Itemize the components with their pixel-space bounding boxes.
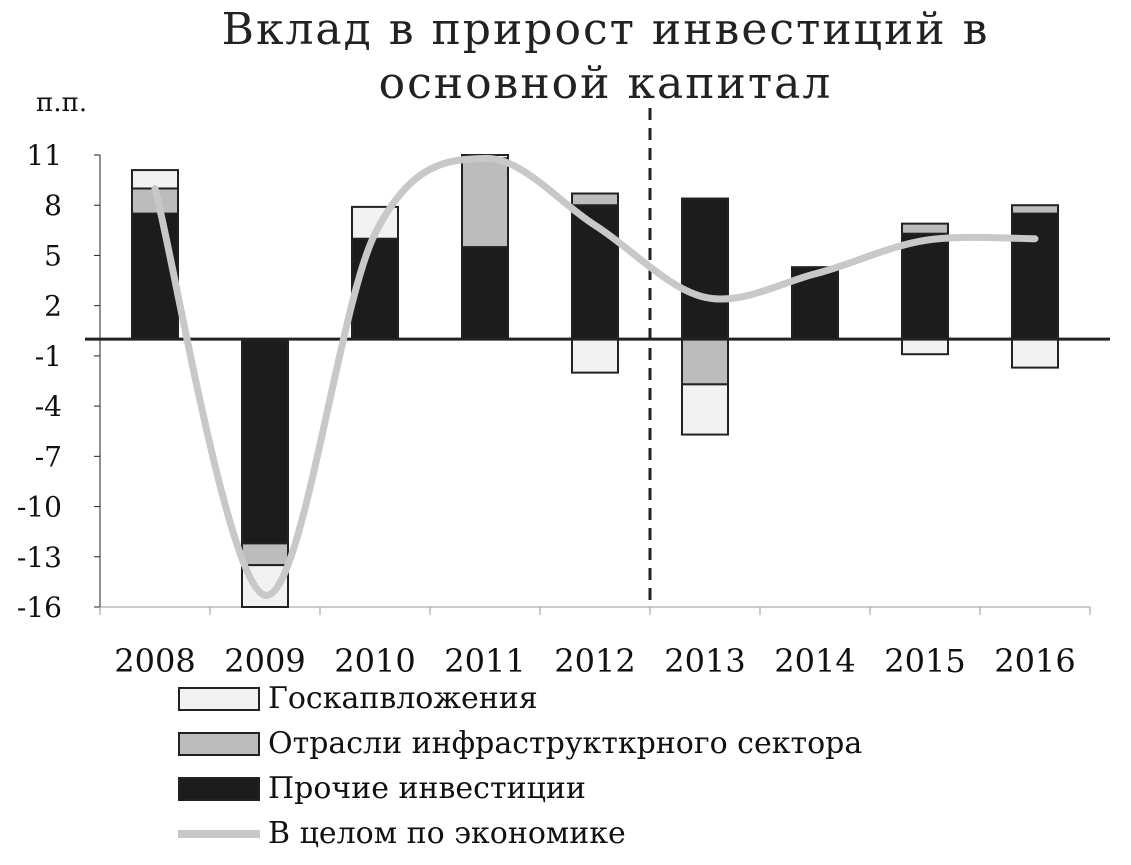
x-tick-label: 2010 bbox=[334, 642, 415, 680]
y-tick-label: -1 bbox=[35, 340, 62, 373]
legend: Госкапвложения Отрасли инфраструкткрного… bbox=[178, 676, 862, 856]
total-point-2008 bbox=[152, 185, 158, 192]
y-tick-label: 11 bbox=[26, 139, 62, 172]
x-tick-label: 2014 bbox=[774, 642, 855, 680]
legend-swatch-infra bbox=[178, 731, 260, 756]
x-tick-label: 2015 bbox=[884, 642, 965, 680]
bar-gov-2013 bbox=[681, 383, 729, 436]
bar-infra-2016 bbox=[1011, 204, 1059, 215]
legend-item-infra: Отрасли инфраструкткрного сектора bbox=[178, 721, 862, 766]
x-tick-label: 2011 bbox=[444, 642, 525, 680]
legend-label-infra: Отрасли инфраструкткрного сектора bbox=[268, 726, 863, 761]
total-point-2011 bbox=[482, 155, 488, 162]
total-point-2014 bbox=[812, 270, 818, 277]
x-tick-label: 2009 bbox=[224, 642, 305, 680]
y-tick-label: 8 bbox=[44, 189, 62, 222]
x-tick-label: 2008 bbox=[114, 642, 195, 680]
legend-item-gov: Госкапвложения bbox=[178, 676, 862, 721]
total-point-2016 bbox=[1032, 235, 1038, 242]
y-tick-label: -10 bbox=[17, 491, 62, 524]
total-point-2013 bbox=[702, 294, 708, 301]
legend-swatch-gov bbox=[178, 686, 260, 711]
y-tick-label: 2 bbox=[44, 290, 62, 323]
legend-swatch-other bbox=[178, 776, 260, 801]
legend-label-other: Прочие инвестиции bbox=[268, 771, 586, 806]
legend-label-total: В целом по экономике bbox=[268, 816, 626, 851]
legend-label-gov: Госкапвложения bbox=[268, 681, 538, 716]
bar-gov-2015 bbox=[901, 338, 949, 356]
legend-item-other: Прочие инвестиции bbox=[178, 766, 862, 811]
bar-other-2015 bbox=[901, 232, 949, 341]
total-line bbox=[151, 154, 1039, 599]
bar-infra-2012 bbox=[571, 192, 619, 207]
bar-other-2013 bbox=[681, 197, 729, 341]
bar-infra-2015 bbox=[901, 222, 949, 235]
bar-other-2008 bbox=[131, 212, 179, 341]
total-point-2009 bbox=[262, 592, 268, 599]
chart-title-line-2: основной капитал bbox=[378, 58, 833, 109]
bar-other-2016 bbox=[1011, 212, 1059, 341]
y-tick-label: -13 bbox=[17, 541, 62, 574]
bar-gov-2016 bbox=[1011, 338, 1059, 369]
y-tick-label: -16 bbox=[17, 591, 62, 624]
chart-title-line-1: Вклад в прирост инвестиций в bbox=[221, 4, 990, 55]
total-point-2015 bbox=[922, 237, 928, 244]
total-point-2012 bbox=[592, 222, 598, 229]
legend-item-total: В целом по экономике bbox=[178, 811, 862, 856]
y-axis-label: п.п. bbox=[36, 88, 88, 118]
bar-other-2009 bbox=[241, 338, 289, 545]
bar-other-2011 bbox=[461, 246, 509, 341]
x-tick-label: 2012 bbox=[554, 642, 635, 680]
bar-gov-2012 bbox=[571, 338, 619, 374]
total-point-2010 bbox=[372, 230, 378, 237]
y-tick-label: -4 bbox=[35, 390, 62, 423]
bar-infra-2009 bbox=[241, 542, 289, 567]
y-tick-label: -7 bbox=[35, 440, 62, 473]
legend-swatch-total bbox=[178, 829, 260, 838]
bar-infra-2013 bbox=[681, 338, 729, 386]
x-tick-label: 2016 bbox=[994, 642, 1075, 680]
bar-infra-2011 bbox=[461, 157, 509, 249]
y-tick-label: 5 bbox=[44, 239, 62, 272]
x-tick-label: 2013 bbox=[664, 642, 745, 680]
